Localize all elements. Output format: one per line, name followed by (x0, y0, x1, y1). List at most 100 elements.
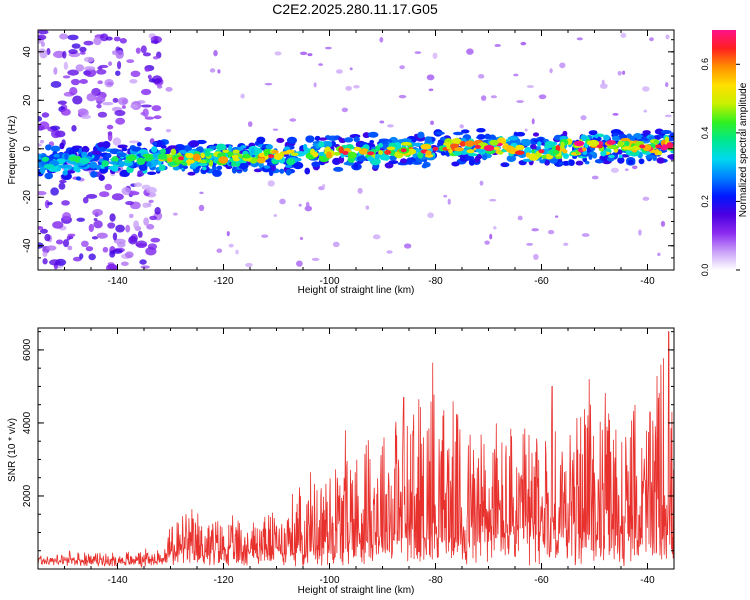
noise-blob (52, 221, 64, 229)
speckle (624, 168, 629, 171)
heatmap-x-tick-label: -120 (213, 276, 233, 287)
snr-x-tick-label: -60 (534, 575, 549, 586)
ridge-blob (544, 140, 556, 148)
snr-y-tick-label: 2000 (22, 484, 33, 507)
heatmap-x-tick-label: -100 (319, 276, 339, 287)
ridge-peak (538, 149, 545, 154)
ridge-blob (263, 165, 271, 169)
ridge-blob (353, 162, 359, 170)
speckle (531, 118, 535, 125)
ridge-blob (515, 131, 526, 137)
ridge-blob (568, 159, 575, 166)
ridge-blob (196, 146, 204, 153)
speckle (490, 95, 497, 99)
ridge-blob (435, 131, 445, 135)
ridge-blob (285, 164, 293, 169)
snr-x-tick-label: -100 (319, 575, 339, 586)
ridge-blob (539, 159, 546, 164)
ridge-blob (199, 159, 207, 164)
ridge-blob (367, 131, 379, 138)
speckle (559, 62, 566, 69)
noise-blob (85, 246, 94, 252)
colorbar (712, 30, 736, 270)
speckle (274, 51, 282, 56)
colorbar-tick-label: 0.4 (700, 127, 710, 140)
speckle (379, 37, 384, 43)
ridge-blob (588, 130, 598, 136)
snr-x-tick-label: -80 (428, 575, 443, 586)
noise-blob (140, 45, 147, 54)
colorbar-ticks: 0.0 0.2 0.4 0.6 (700, 58, 740, 276)
ridge-blob (662, 144, 667, 149)
ridge-blob (157, 153, 168, 160)
ridge-blob (452, 131, 464, 136)
speckle (555, 215, 559, 218)
speckle (247, 121, 253, 127)
noise-blob (91, 236, 99, 240)
ridge-blob (160, 144, 167, 149)
ridge-blob (600, 155, 608, 162)
noise-blob (84, 68, 97, 78)
speckle (313, 82, 317, 88)
ridge-blob (620, 137, 631, 142)
noise-blob (67, 233, 76, 237)
ridge-blob (474, 156, 480, 163)
ridge-blob (265, 144, 274, 150)
noise-blob (115, 50, 124, 59)
snr-x-tick-label: -40 (640, 575, 655, 586)
ridge-blob (121, 147, 128, 152)
noise-blob (116, 60, 122, 70)
noise-blob (38, 30, 49, 35)
noise-blob (97, 111, 108, 118)
ridge-blob (312, 151, 319, 158)
snr-x-tick-label: -120 (213, 575, 233, 586)
snr-series-line (38, 331, 674, 568)
ridge-blob (62, 170, 68, 176)
ridge-blob (624, 140, 630, 147)
ridge-blob (600, 150, 607, 157)
ridge-blob (617, 156, 625, 164)
ridge-blob (560, 141, 565, 149)
ridge-blob (204, 150, 211, 157)
noise-blob (88, 253, 96, 261)
ridge-blob (401, 138, 412, 143)
ridge-blob (318, 141, 325, 148)
noise-blob (83, 66, 96, 71)
speckle (213, 50, 218, 57)
ridge-blob (98, 174, 105, 181)
speckle (298, 203, 302, 207)
speckle (304, 205, 313, 212)
speckle (466, 48, 474, 55)
ridge-blob (514, 150, 525, 155)
noise-blob (39, 48, 46, 52)
ridge-blob (39, 166, 46, 174)
speckle (620, 32, 627, 39)
noise-blob (59, 33, 69, 40)
ridge-blob (538, 137, 545, 143)
ridge-blob (378, 149, 384, 155)
speckle (478, 73, 485, 79)
noise-blob (112, 137, 122, 146)
ridge-blob (621, 146, 631, 150)
heatmap-x-ticks: -140 -120 -100 -80 -60 -40 (37, 30, 675, 287)
ridge-blob (654, 128, 664, 135)
ridge-blob (481, 154, 488, 161)
speckle (638, 229, 642, 236)
noise-blob (109, 213, 116, 222)
ridge-blob (218, 156, 229, 164)
ridge-blob (645, 154, 656, 159)
ridge-blob (594, 134, 599, 139)
ridge-blob (138, 163, 148, 171)
speckle (272, 128, 279, 131)
ridge-blob (59, 142, 65, 150)
ridge-blob (41, 156, 50, 162)
ridge-blob (146, 161, 152, 167)
speckle (520, 41, 527, 46)
speckle (599, 83, 608, 89)
noise-blob (50, 125, 61, 131)
noise-blob (114, 109, 126, 117)
heatmap-y-label: Frequency (Hz) (7, 116, 18, 185)
ridge-blob (268, 169, 274, 177)
ridge-blob (450, 143, 460, 148)
speckle (622, 70, 626, 75)
